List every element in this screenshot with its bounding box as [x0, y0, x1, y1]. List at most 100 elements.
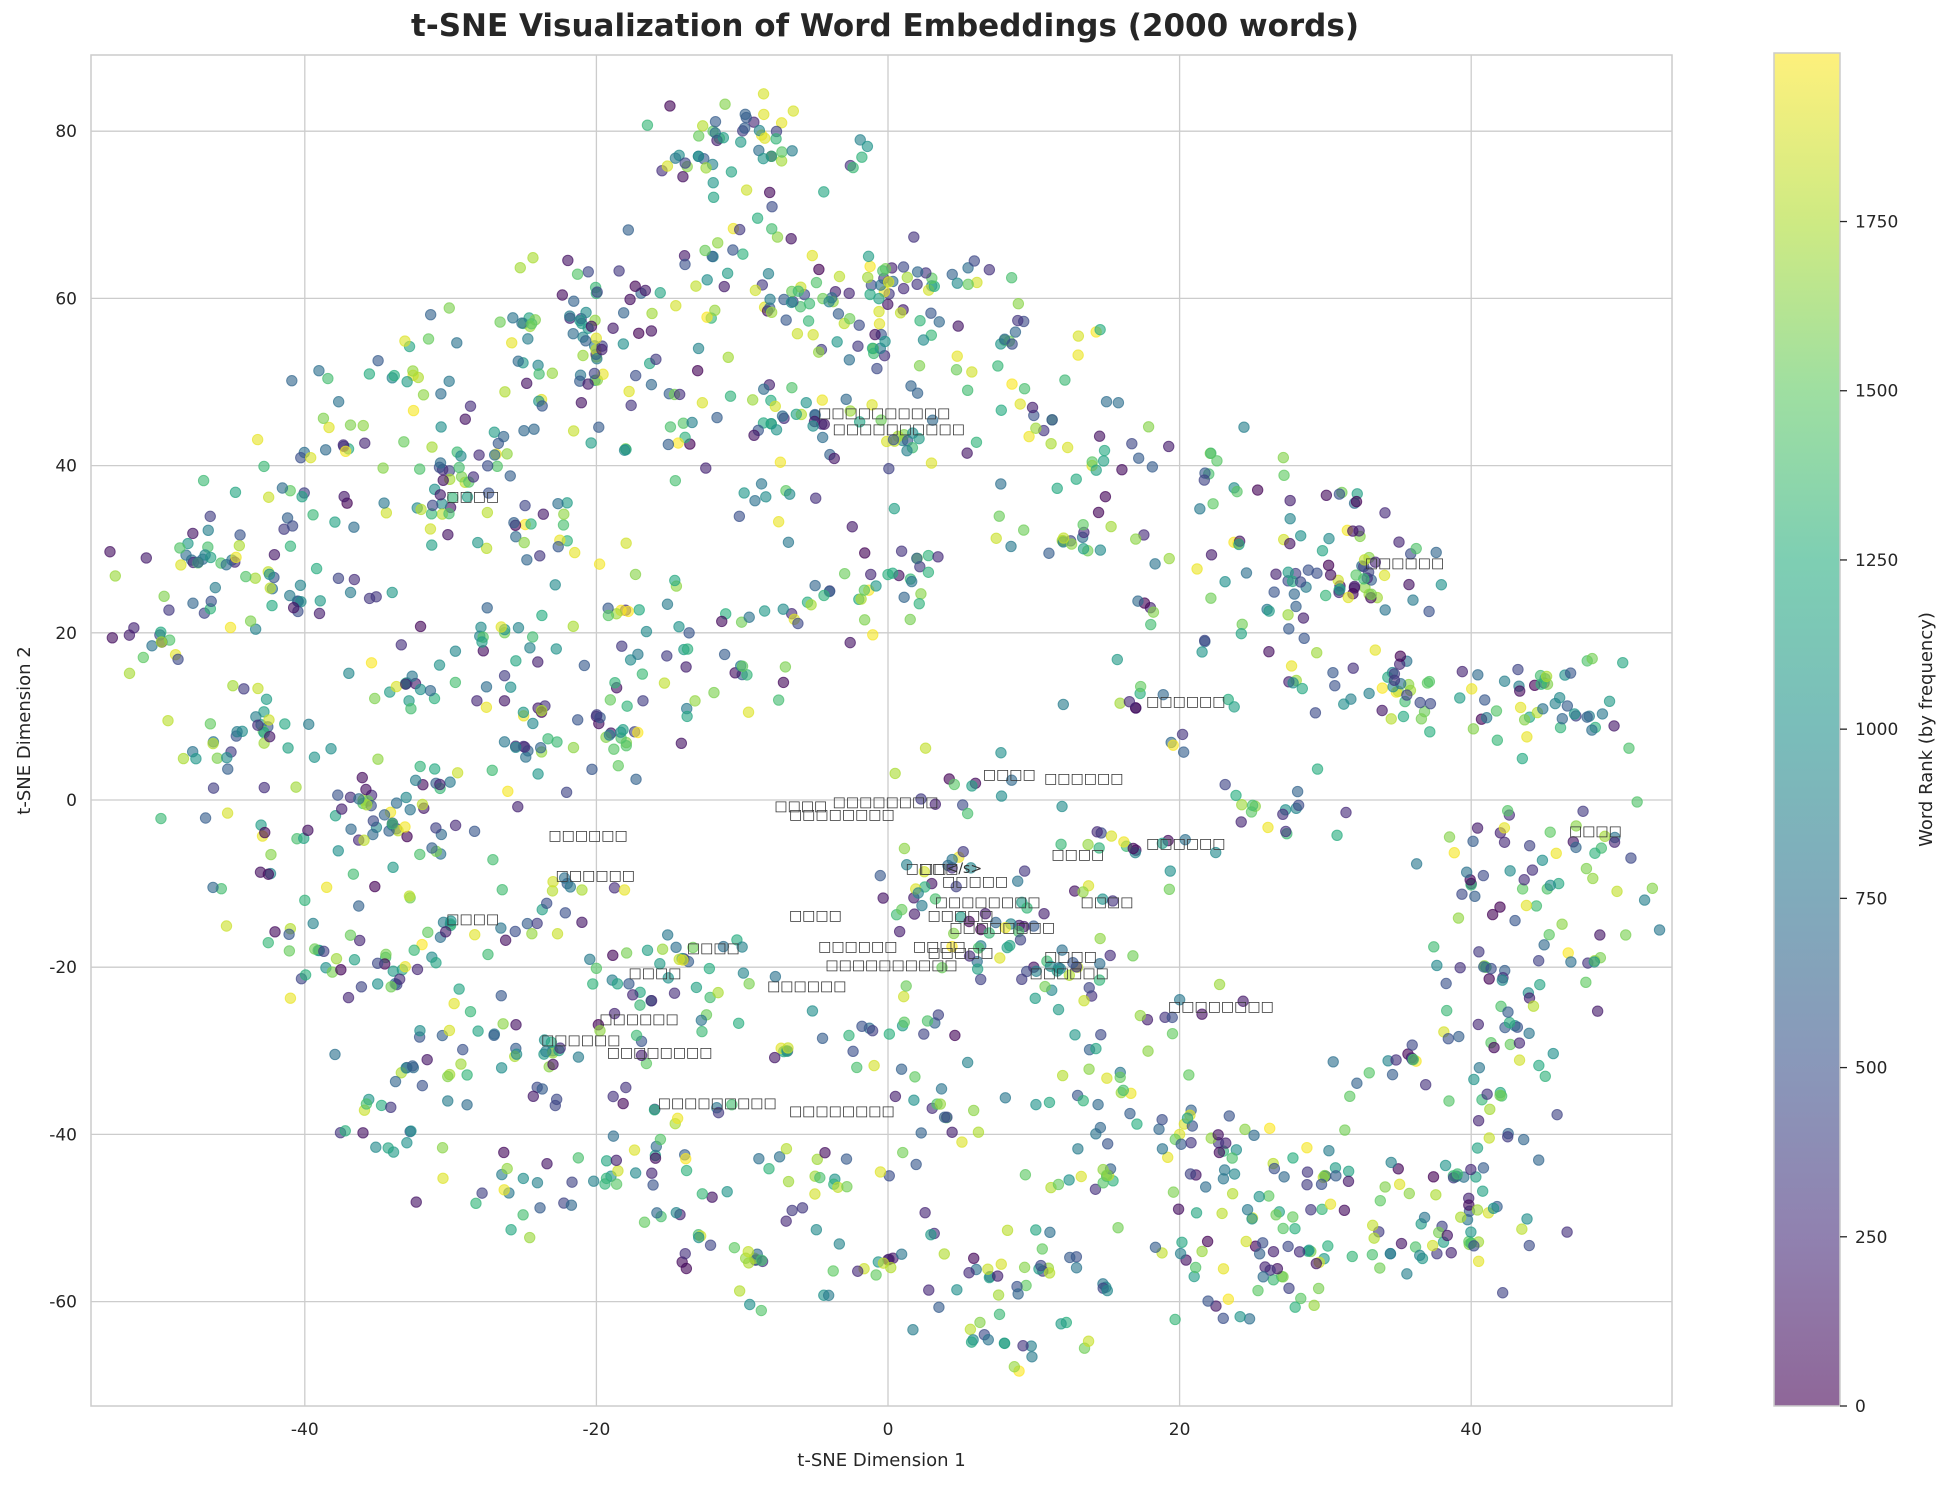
- data-point: [294, 579, 307, 592]
- data-point: [757, 152, 769, 165]
- data-point: [1494, 901, 1506, 913]
- data-point: [897, 282, 910, 295]
- data-point: [905, 575, 918, 588]
- data-point: [909, 1071, 921, 1083]
- data-point: [1290, 600, 1302, 613]
- data-point: [1051, 965, 1063, 977]
- data-point: [668, 987, 681, 999]
- data-point: [443, 507, 455, 520]
- data-point: [522, 333, 534, 345]
- data-point: [769, 400, 781, 413]
- data-point: [106, 632, 119, 644]
- data-point: [1441, 1229, 1453, 1242]
- data-point: [774, 456, 787, 468]
- data-point: [360, 799, 373, 811]
- data-point: [1485, 962, 1497, 975]
- data-point: [670, 1206, 682, 1219]
- data-point: [816, 1032, 829, 1044]
- data-point: [586, 763, 598, 776]
- data-point: [390, 797, 403, 809]
- data-point: [190, 752, 202, 765]
- data-point: [187, 527, 199, 540]
- word-label: □□□□□□□□□□: [825, 957, 957, 973]
- data-point: [773, 1151, 786, 1163]
- data-point: [1534, 978, 1546, 991]
- data-point: [510, 531, 522, 543]
- data-point: [898, 591, 910, 603]
- data-point: [765, 306, 778, 319]
- data-point: [1455, 1211, 1467, 1223]
- data-point: [1233, 538, 1245, 551]
- data-point: [155, 812, 167, 825]
- data-point: [1291, 785, 1304, 798]
- data-point: [1340, 806, 1352, 819]
- data-point: [1472, 1018, 1485, 1031]
- data-point: [1230, 789, 1242, 802]
- data-point: [621, 700, 633, 712]
- data-point: [571, 714, 584, 726]
- data-point: [317, 412, 330, 425]
- data-point: [1351, 1077, 1363, 1089]
- data-point: [843, 354, 856, 366]
- data-point: [519, 499, 531, 512]
- data-point: [314, 595, 326, 607]
- data-point: [290, 781, 302, 793]
- data-point: [177, 752, 190, 765]
- data-point: [551, 736, 563, 748]
- data-point: [617, 724, 629, 736]
- data-point: [763, 1163, 775, 1175]
- data-point: [1292, 799, 1305, 811]
- data-point: [638, 1216, 651, 1228]
- data-point: [600, 1155, 613, 1167]
- data-point: [995, 1258, 1007, 1270]
- data-point: [915, 793, 927, 805]
- data-point: [1456, 888, 1468, 900]
- data-point: [244, 615, 257, 627]
- data-point: [912, 887, 924, 899]
- data-point: [901, 271, 913, 284]
- data-point: [575, 396, 588, 409]
- data-point: [1036, 1243, 1048, 1255]
- data-point: [332, 396, 345, 408]
- data-point: [1347, 662, 1359, 674]
- data-point: [1454, 962, 1466, 974]
- data-point: [1617, 656, 1629, 669]
- data-point: [1536, 854, 1549, 866]
- data-point: [847, 161, 859, 174]
- data-point: [1241, 1203, 1254, 1216]
- data-point: [468, 825, 481, 838]
- data-point: [1496, 974, 1509, 986]
- word-label: □□□□□□: [818, 939, 897, 955]
- data-point: [599, 1178, 611, 1190]
- data-point: [140, 552, 152, 564]
- data-point: [518, 425, 530, 437]
- data-point: [1169, 1313, 1181, 1326]
- data-point: [904, 613, 916, 626]
- data-point: [1320, 489, 1333, 502]
- data-point: [1288, 588, 1301, 600]
- word-label: □□□□□□: [1365, 555, 1444, 571]
- data-point: [691, 364, 704, 377]
- data-point: [727, 244, 739, 256]
- data-point: [572, 1051, 585, 1063]
- data-point: [227, 679, 239, 692]
- data-point: [963, 915, 975, 928]
- data-point: [451, 337, 463, 349]
- data-point: [651, 1207, 663, 1219]
- data-point: [1157, 688, 1169, 701]
- data-point: [358, 834, 370, 846]
- data-point: [777, 603, 789, 615]
- data-point: [895, 1063, 908, 1075]
- word-label: □□□□□□□□: [935, 895, 1041, 911]
- data-point: [1298, 632, 1310, 644]
- data-point: [422, 926, 434, 939]
- data-point: [948, 778, 961, 791]
- data-point: [721, 267, 734, 280]
- data-point: [258, 460, 270, 473]
- data-point: [1327, 666, 1339, 679]
- word-label: □□□□□□: [1044, 771, 1123, 787]
- data-point: [746, 394, 759, 406]
- data-point: [1386, 1068, 1399, 1081]
- data-point: [722, 351, 734, 363]
- data-point: [1295, 1292, 1307, 1305]
